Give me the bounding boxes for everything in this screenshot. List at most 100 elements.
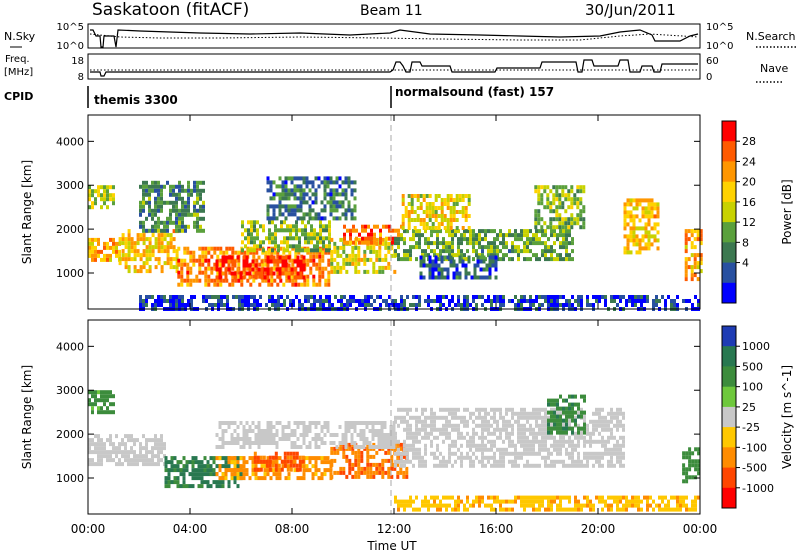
heatmap-cell (367, 232, 370, 237)
heatmap-cell (308, 445, 312, 449)
heatmap-cell (626, 250, 630, 255)
heatmap-cell (230, 441, 234, 445)
heatmap-cell (130, 434, 133, 439)
heatmap-cell (265, 303, 268, 307)
heatmap-cell (384, 265, 388, 270)
heatmap-cell (231, 282, 235, 287)
heatmap-cell (241, 295, 244, 299)
heatmap-cell (196, 220, 199, 225)
heatmap-cell (418, 447, 421, 452)
heatmap-cell (410, 218, 414, 222)
heatmap-cell (310, 224, 313, 229)
heatmap-cell (547, 410, 550, 415)
heatmap-cell (322, 236, 325, 241)
heatmap-cell (319, 232, 322, 237)
heatmap-cell (647, 246, 651, 251)
heatmap-cell (197, 472, 201, 477)
heatmap-cell (185, 468, 189, 473)
heatmap-cell (314, 460, 318, 465)
heatmap-cell (148, 196, 151, 201)
heatmap-cell (172, 237, 176, 242)
heatmap-cell (328, 295, 331, 299)
heatmap-cell (136, 454, 139, 459)
heatmap-cell (592, 411, 595, 416)
heatmap-cell (561, 201, 565, 206)
heatmap-cell (484, 423, 487, 428)
heatmap-cell (574, 459, 577, 464)
heatmap-cell (394, 253, 397, 258)
heatmap-cell (361, 236, 364, 241)
heatmap-cell (345, 253, 349, 258)
heatmap-cell (409, 257, 412, 262)
heatmap-cell (163, 220, 166, 225)
heatmap-cell (574, 463, 577, 468)
heatmap-cell (374, 445, 378, 449)
heatmap-cell (400, 499, 403, 504)
heatmap-cell (394, 499, 397, 504)
heatmap-cell (320, 437, 324, 441)
heatmap-cell (252, 262, 256, 267)
heatmap-cell (619, 447, 622, 452)
heatmap-cell (479, 267, 483, 272)
heatmap-cell (354, 245, 358, 250)
heatmap-cell (427, 423, 430, 428)
heatmap-cell (650, 226, 654, 231)
heatmap-cell (350, 216, 354, 221)
heatmap-cell (308, 441, 312, 445)
heatmap-cell (356, 433, 360, 437)
heatmap-cell (553, 447, 556, 452)
heatmap-cell (472, 435, 475, 440)
heatmap-cell (100, 410, 103, 415)
heatmap-cell (529, 431, 532, 436)
heatmap-cell (357, 249, 361, 254)
heatmap-cell (388, 228, 391, 233)
heatmap-cell (526, 435, 529, 440)
heatmap-cell (172, 188, 175, 193)
heatmap-cell (544, 455, 547, 460)
heatmap-cell (254, 425, 258, 429)
heatmap-cell (632, 238, 636, 243)
heatmap-cell (499, 463, 502, 468)
heatmap-cell (287, 176, 291, 181)
heatmap-cell (163, 200, 166, 205)
heatmap-cell (505, 407, 508, 412)
heatmap-cell (177, 282, 181, 287)
heatmap-cell (296, 445, 300, 449)
heatmap-cell (472, 233, 475, 238)
heatmap-cell (535, 439, 538, 444)
heatmap-cell (541, 407, 544, 412)
heatmap-cell (254, 437, 258, 441)
heatmap-cell (318, 258, 322, 263)
heatmap-cell (130, 438, 133, 443)
heatmap-cell (598, 299, 601, 303)
heatmap-cell (295, 455, 299, 460)
heatmap-cell (534, 225, 538, 230)
heatmap-cell (347, 421, 351, 425)
heatmap-cell (142, 204, 145, 209)
heatmap-cell (517, 455, 520, 460)
heatmap-cell (487, 495, 490, 500)
heatmap-cell (493, 427, 496, 432)
heatmap-cell (385, 303, 388, 307)
heatmap-cell (475, 237, 478, 242)
heatmap-cell (296, 184, 300, 189)
heatmap-cell (538, 229, 541, 234)
heatmap-cell (357, 458, 361, 463)
heatmap-cell (490, 299, 493, 303)
heatmap-cell (336, 245, 340, 250)
heatmap-cell (378, 253, 382, 258)
heatmap-cell (314, 425, 318, 429)
heatmap-cell (538, 295, 541, 299)
heatmap-cell (622, 455, 625, 460)
heatmap-cell (142, 237, 146, 242)
heatmap-cell (221, 476, 225, 481)
heatmap-cell (571, 418, 574, 423)
heatmap-cell (364, 303, 367, 307)
heatmap-cell (583, 422, 586, 427)
heatmap-cell (532, 451, 535, 456)
heatmap-cell (139, 200, 142, 205)
heatmap-cell (348, 257, 352, 262)
heatmap-cell (400, 303, 403, 307)
heatmap-cell (502, 415, 505, 420)
heatmap-cell (323, 188, 327, 193)
